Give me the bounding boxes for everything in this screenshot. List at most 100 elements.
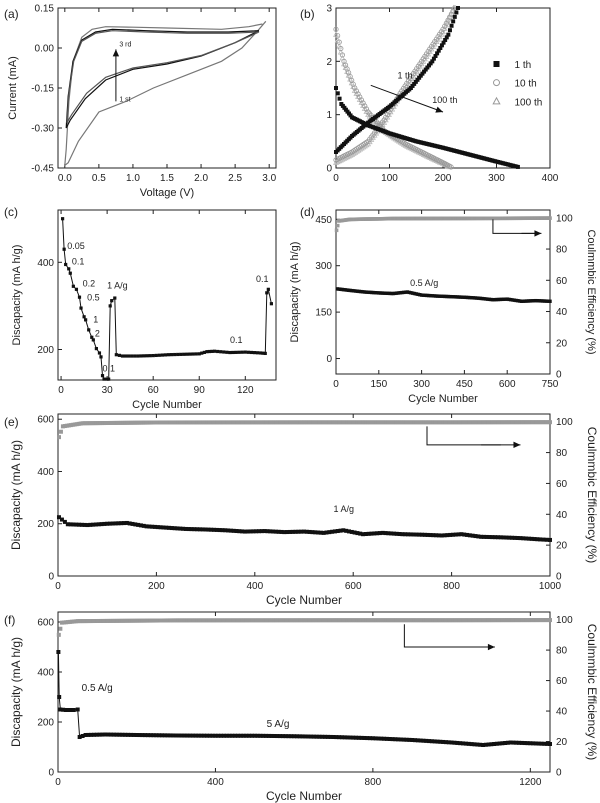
- capacity-point: [134, 733, 139, 737]
- capacity-point: [349, 529, 354, 534]
- capacity-point: [542, 299, 547, 303]
- capacity-point: [530, 299, 534, 303]
- capacity-point: [398, 291, 402, 295]
- capacity-point: [446, 740, 451, 745]
- capacity-point: [255, 733, 260, 738]
- capacity-point: [82, 315, 86, 319]
- capacity-point: [307, 529, 312, 534]
- capacity-point: [161, 525, 166, 530]
- panel-label: (f): [4, 613, 15, 627]
- capacity-point: [85, 523, 90, 528]
- capacity-point: [403, 532, 408, 537]
- capacity-point: [544, 299, 549, 303]
- capacity-point: [108, 304, 112, 308]
- capacity-point: [341, 528, 346, 533]
- capacity-point: [58, 707, 63, 712]
- capacity-point: [494, 297, 499, 302]
- panel-a: (a) 0.0 0.5 1.0 1.5 2.0 2.5 3.0 -0.45 -0.30 -0.15 0…: [4, 4, 277, 200]
- capacity-point: [302, 529, 306, 534]
- capacity-point: [113, 521, 118, 526]
- capacity-point: [481, 743, 486, 747]
- capacity-point: [420, 532, 425, 537]
- capacity-point: [397, 532, 402, 537]
- capacity-point: [453, 532, 458, 537]
- rate-label: 1 A/g: [107, 280, 128, 290]
- capacity-point: [297, 734, 302, 739]
- capacity-point: [443, 294, 447, 299]
- x-tick-label: 2.0: [194, 173, 208, 184]
- capacity-point: [176, 733, 181, 738]
- x-tick-label: 800: [443, 581, 460, 592]
- capacity-point: [188, 352, 192, 356]
- capacity-point: [382, 291, 386, 295]
- plot-frame: [335, 209, 551, 375]
- capacity-point: [88, 522, 93, 527]
- capacity-point: [413, 738, 418, 743]
- panel-label: (e): [4, 415, 19, 429]
- capacity-point: [157, 353, 161, 357]
- capacity-point: [457, 295, 461, 299]
- capacity-point: [100, 374, 105, 378]
- y-tick-label: 0: [326, 354, 332, 365]
- capacity-point: [394, 531, 399, 536]
- plot-frame: [57, 209, 277, 381]
- rate-label: 0.5: [87, 293, 100, 303]
- axis-arrow: [403, 624, 472, 648]
- capacity-point: [470, 533, 475, 538]
- capacity-point: [514, 298, 518, 303]
- capacity-point: [136, 354, 140, 358]
- capacity-point: [337, 735, 342, 740]
- x-tick-label: 1000: [539, 581, 562, 592]
- capacity-point: [114, 732, 119, 737]
- point-10th: [338, 45, 344, 52]
- capacity-point: [150, 524, 155, 529]
- capacity-point: [545, 741, 550, 746]
- capacity-point: [407, 290, 411, 295]
- capacity-point: [410, 738, 415, 742]
- capacity-point: [500, 297, 504, 302]
- capacity-point: [67, 267, 71, 271]
- capacity-point: [56, 515, 61, 520]
- capacity-point: [369, 290, 374, 295]
- capacity-point: [522, 741, 527, 746]
- capacity-point: [62, 519, 67, 524]
- capacity-point: [96, 522, 101, 527]
- capacity-point: [165, 733, 170, 738]
- capacity-point: [462, 532, 467, 537]
- capacity-point: [164, 525, 169, 530]
- capacity-point: [217, 528, 222, 533]
- capacity-point: [173, 352, 177, 357]
- point-1th: [427, 63, 432, 68]
- rate-label: 0.1: [72, 256, 85, 266]
- cycle-arrow-head: [435, 106, 443, 113]
- capacity-point: [379, 736, 384, 741]
- capacity-point: [151, 353, 155, 358]
- x-tick-label: 1.5: [160, 173, 174, 184]
- capacity-point: [387, 291, 392, 296]
- capacity-point: [171, 733, 176, 738]
- capacity-point: [508, 740, 513, 745]
- capacity-point: [323, 734, 328, 739]
- capacity-point: [411, 532, 416, 537]
- capacity-point: [484, 297, 488, 301]
- capacity-point: [418, 738, 423, 743]
- plot-frame: [57, 413, 551, 577]
- x-tick-label: 300: [488, 173, 505, 184]
- capacity-point: [221, 733, 226, 738]
- capacity-point: [133, 522, 138, 527]
- capacity-point: [84, 318, 88, 322]
- capacity-point: [283, 734, 288, 739]
- capacity-point: [304, 529, 309, 534]
- capacity-point: [396, 291, 401, 295]
- capacity-point: [402, 290, 406, 295]
- y-tick-label: -0.45: [31, 164, 54, 175]
- y2-tick-label: 60: [556, 276, 568, 287]
- capacity-point: [91, 732, 96, 737]
- capacity-point: [237, 350, 241, 354]
- capacity-point: [59, 517, 64, 522]
- point-1th: [455, 6, 460, 10]
- capacity-point: [296, 529, 301, 534]
- capacity-point: [219, 733, 224, 738]
- capacity-point: [428, 293, 433, 298]
- y-tick-label: 0.00: [35, 44, 55, 55]
